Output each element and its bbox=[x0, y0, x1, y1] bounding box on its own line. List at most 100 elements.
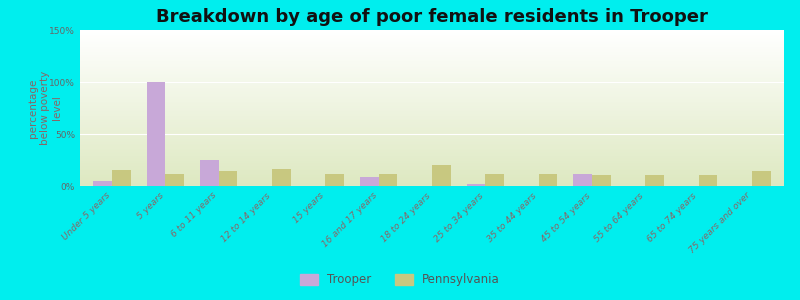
Title: Breakdown by age of poor female residents in Trooper: Breakdown by age of poor female resident… bbox=[156, 8, 708, 26]
Bar bbox=[486, 173, 504, 186]
Bar bbox=[80, 47, 784, 49]
Bar bbox=[80, 131, 784, 133]
Bar bbox=[80, 68, 784, 69]
Bar bbox=[80, 136, 784, 138]
Bar bbox=[80, 82, 784, 83]
Bar bbox=[80, 100, 784, 102]
Bar bbox=[80, 70, 784, 72]
Bar bbox=[80, 77, 784, 78]
Bar bbox=[80, 156, 784, 158]
Bar bbox=[80, 58, 784, 60]
Bar bbox=[80, 134, 784, 136]
Bar bbox=[80, 52, 784, 53]
Bar bbox=[326, 173, 344, 186]
Bar bbox=[574, 173, 592, 186]
Bar bbox=[80, 99, 784, 100]
Bar bbox=[80, 95, 784, 97]
Bar bbox=[80, 170, 784, 172]
Bar bbox=[698, 175, 718, 186]
Bar bbox=[80, 35, 784, 36]
Bar bbox=[166, 173, 184, 186]
Bar bbox=[80, 161, 784, 163]
Bar bbox=[80, 155, 784, 156]
Bar bbox=[80, 138, 784, 139]
Bar bbox=[80, 75, 784, 77]
Bar bbox=[80, 61, 784, 63]
Bar bbox=[80, 80, 784, 82]
Bar bbox=[80, 53, 784, 55]
Bar bbox=[80, 39, 784, 41]
Bar bbox=[80, 83, 784, 85]
Bar bbox=[80, 121, 784, 122]
Bar bbox=[432, 165, 450, 186]
Bar bbox=[80, 124, 784, 125]
Bar bbox=[752, 171, 770, 186]
Bar bbox=[80, 150, 784, 152]
Bar bbox=[80, 111, 784, 113]
Bar bbox=[80, 97, 784, 99]
Bar bbox=[80, 38, 784, 39]
Bar bbox=[80, 146, 784, 147]
Bar bbox=[80, 33, 784, 35]
Bar bbox=[218, 171, 238, 186]
Bar bbox=[80, 74, 784, 75]
Bar bbox=[80, 180, 784, 181]
Bar bbox=[80, 106, 784, 108]
Bar bbox=[80, 78, 784, 80]
Bar bbox=[80, 88, 784, 89]
Bar bbox=[80, 94, 784, 95]
Bar bbox=[80, 181, 784, 183]
Bar bbox=[80, 60, 784, 61]
Bar bbox=[538, 173, 558, 186]
Bar bbox=[80, 148, 784, 150]
Bar bbox=[80, 72, 784, 74]
Bar bbox=[80, 169, 784, 170]
Bar bbox=[80, 125, 784, 127]
Bar bbox=[80, 55, 784, 56]
Bar bbox=[80, 30, 784, 31]
Bar bbox=[80, 64, 784, 66]
Bar bbox=[80, 89, 784, 91]
Bar bbox=[80, 158, 784, 160]
Bar bbox=[112, 170, 130, 186]
Legend: Trooper, Pennsylvania: Trooper, Pennsylvania bbox=[295, 269, 505, 291]
Bar bbox=[80, 91, 784, 92]
Bar bbox=[80, 141, 784, 142]
Bar bbox=[80, 36, 784, 38]
Bar bbox=[378, 173, 398, 186]
Bar bbox=[80, 108, 784, 110]
Bar bbox=[80, 163, 784, 164]
Bar bbox=[80, 166, 784, 167]
Bar bbox=[80, 128, 784, 130]
Bar bbox=[80, 43, 784, 44]
Bar bbox=[80, 178, 784, 180]
Bar bbox=[80, 153, 784, 155]
Bar bbox=[80, 160, 784, 161]
Bar bbox=[80, 32, 784, 33]
Bar bbox=[80, 173, 784, 175]
Bar bbox=[80, 117, 784, 119]
Bar bbox=[80, 85, 784, 86]
Bar bbox=[646, 175, 664, 186]
Bar bbox=[80, 113, 784, 114]
Bar bbox=[80, 167, 784, 169]
Bar bbox=[80, 44, 784, 46]
Bar bbox=[94, 181, 112, 186]
Bar bbox=[80, 92, 784, 94]
Y-axis label: percentage
below poverty
level: percentage below poverty level bbox=[29, 71, 62, 145]
Bar bbox=[80, 41, 784, 43]
Bar bbox=[80, 177, 784, 178]
Bar bbox=[80, 142, 784, 144]
Bar bbox=[80, 114, 784, 116]
Bar bbox=[592, 175, 610, 186]
Bar bbox=[80, 184, 784, 186]
Bar bbox=[80, 105, 784, 106]
Bar bbox=[200, 160, 218, 186]
Bar bbox=[80, 116, 784, 117]
Bar bbox=[80, 103, 784, 105]
Bar bbox=[80, 139, 784, 141]
Bar bbox=[80, 66, 784, 68]
Bar bbox=[80, 49, 784, 50]
Bar bbox=[360, 177, 378, 186]
Bar bbox=[272, 169, 290, 186]
